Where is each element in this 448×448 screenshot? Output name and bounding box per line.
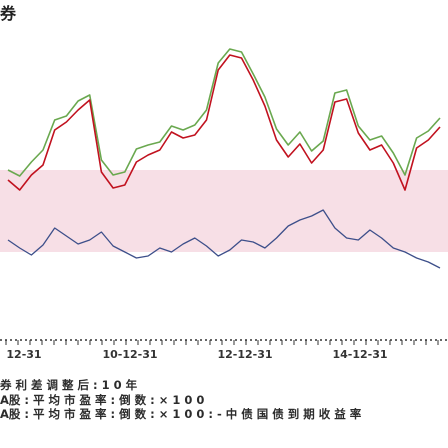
x-tick-label: 14-12-31 [332,348,387,361]
background-band [0,170,448,252]
x-tick-label: 12-12-31 [217,348,272,361]
note-line-3: A股 : 平 均 市 盈 率 : 倒 数 : × 1 0 0 : - 中 债 国… [0,407,362,421]
header-title: 券 [0,4,17,23]
chart-notes: 券 利 差 调 整 后 : 1 0 年 A股 : 平 均 市 盈 率 : 倒 数… [0,378,448,422]
series-line [7,54,441,191]
x-tick-label: 12-31 [6,348,41,361]
series-line [7,209,441,269]
x-tick-label: 10-12-31 [102,348,157,361]
note-line-2: A股 : 平 均 市 盈 率 : 倒 数 : × 1 0 0 [0,392,205,407]
note-line-1: 券 利 差 调 整 后 : 1 0 年 [0,378,138,392]
series-line [7,48,441,177]
